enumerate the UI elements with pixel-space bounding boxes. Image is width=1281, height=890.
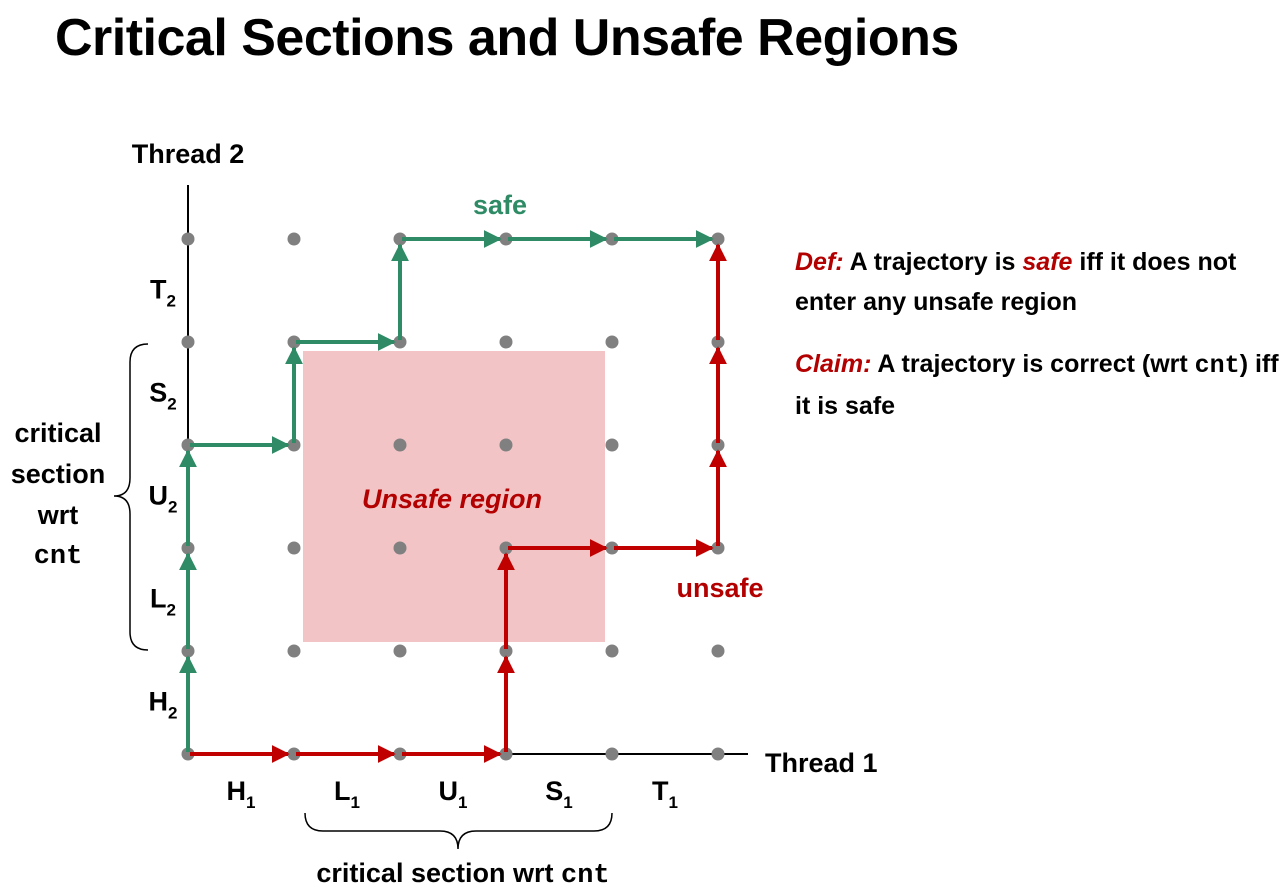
x-segment-label: S1 — [545, 776, 572, 812]
y-segment-label: U2 — [149, 481, 178, 517]
grid-point — [711, 644, 725, 658]
x-axis-label: Thread 1 — [765, 748, 878, 778]
notes-panel: Def: A trajectory is safe iff it does no… — [795, 242, 1281, 448]
grid-point — [181, 541, 195, 555]
y-segment-labels: H2 L2 U2 S2 T2 — [149, 275, 178, 723]
left-brace-line-1: critical — [14, 418, 101, 448]
grid-point — [499, 438, 513, 452]
grid-point — [287, 232, 301, 246]
x-segment-label: L1 — [334, 776, 360, 812]
claim-code: cnt — [1194, 351, 1240, 380]
unsafe-trajectory — [190, 243, 727, 763]
grid-point — [711, 232, 725, 246]
grid-point — [393, 541, 407, 555]
y-axis-label: Thread 2 — [132, 139, 245, 169]
grid-point — [499, 335, 513, 349]
unsafe-trajectory-label: unsafe — [676, 573, 763, 603]
grid-points — [181, 232, 725, 761]
claim-note: Claim: A trajectory is correct (wrt cnt)… — [795, 350, 1279, 420]
grid-point — [393, 644, 407, 658]
grid-point — [181, 644, 195, 658]
left-brace-line-3: wrt — [37, 500, 79, 530]
y-segment-label: H2 — [149, 687, 178, 723]
grid-point — [393, 232, 407, 246]
y-segment-label: L2 — [150, 584, 176, 620]
grid-point — [499, 541, 513, 555]
grid-point — [605, 335, 619, 349]
safe-trajectory — [179, 230, 714, 752]
grid-point — [393, 335, 407, 349]
y-segment-label: S2 — [149, 378, 176, 414]
grid-point — [499, 747, 513, 761]
grid-point — [711, 335, 725, 349]
grid-point — [711, 541, 725, 555]
grid-point — [287, 335, 301, 349]
grid-point — [605, 747, 619, 761]
definition-label: Def: — [795, 248, 844, 276]
left-brace-line-2: section — [11, 459, 106, 489]
grid-point — [181, 335, 195, 349]
grid-point — [287, 541, 301, 555]
grid-point — [605, 438, 619, 452]
grid-point — [287, 747, 301, 761]
grid-point — [287, 438, 301, 452]
definition-note: Def: A trajectory is safe iff it does no… — [795, 248, 1237, 316]
safe-trajectory-label: safe — [473, 190, 527, 220]
grid-point — [605, 541, 619, 555]
unsafe-region-label: Unsafe region — [362, 484, 542, 514]
grid-point — [181, 232, 195, 246]
x-segment-label: T1 — [652, 776, 678, 812]
x-segment-label: U1 — [439, 776, 468, 812]
safe-term: safe — [1022, 248, 1073, 276]
grid-point — [711, 747, 725, 761]
grid-point — [393, 747, 407, 761]
grid-point — [605, 232, 619, 246]
grid-point — [393, 438, 407, 452]
bottom-brace — [304, 812, 613, 850]
grid-point — [181, 438, 195, 452]
x-segment-label: H1 — [227, 776, 256, 812]
y-segment-label: T2 — [150, 275, 176, 311]
claim-label: Claim: — [795, 350, 872, 378]
bottom-brace-label: critical section wrt cnt — [316, 858, 609, 890]
left-brace — [113, 343, 149, 651]
grid-point — [499, 232, 513, 246]
page-title: Critical Sections and Unsafe Regions — [55, 9, 959, 67]
grid-point — [287, 644, 301, 658]
grid-point — [499, 644, 513, 658]
unsafe-region — [303, 351, 605, 642]
grid-point — [711, 438, 725, 452]
x-segment-labels: H1 L1 U1 S1 T1 — [227, 776, 678, 812]
grid-point — [181, 747, 195, 761]
left-brace-code: cnt — [34, 542, 83, 572]
grid-point — [605, 644, 619, 658]
